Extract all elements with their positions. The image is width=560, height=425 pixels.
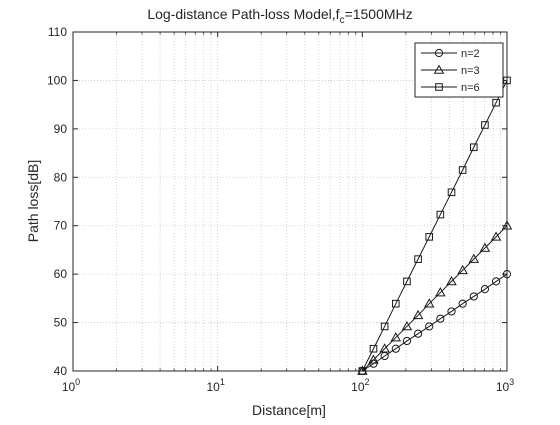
legend-entry-n-3: n=3 bbox=[421, 64, 480, 77]
data-point-n-3 bbox=[390, 332, 402, 342]
data-point-n-2 bbox=[458, 299, 467, 308]
series-line-n-3 bbox=[361, 225, 508, 372]
y-tick-label: 60 bbox=[54, 267, 68, 281]
series-line-n-6 bbox=[361, 80, 508, 372]
data-point-n-6 bbox=[391, 299, 400, 308]
legend: n=2 n=3 n=6 bbox=[414, 42, 504, 98]
data-point-n-2 bbox=[436, 314, 445, 323]
series-n-6 bbox=[358, 76, 511, 375]
data-point-n-3 bbox=[435, 287, 446, 297]
x-tick-label: 102 bbox=[351, 377, 369, 394]
data-point-n-2 bbox=[480, 285, 490, 294]
legend-entry-n-2: n=2 bbox=[421, 48, 480, 60]
data-point-n-6 bbox=[380, 322, 389, 331]
data-point-n-6 bbox=[469, 143, 478, 152]
y-tick-label: 70 bbox=[54, 219, 68, 233]
chart-title-subscript: c bbox=[340, 15, 345, 26]
data-point-n-3 bbox=[412, 309, 424, 320]
data-point-n-2 bbox=[447, 307, 456, 316]
y-tick-label: 110 bbox=[48, 25, 67, 39]
data-point-n-3 bbox=[379, 343, 390, 353]
data-point-n-2 bbox=[491, 277, 501, 286]
data-point-n-2 bbox=[391, 344, 400, 353]
y-tick-label: 40 bbox=[54, 364, 68, 378]
x-tick-label: 100 bbox=[62, 377, 80, 394]
y-tick-label: 90 bbox=[54, 122, 68, 136]
data-point-n-6 bbox=[447, 188, 456, 197]
y-tick-label: 100 bbox=[47, 73, 67, 87]
data-point-n-6 bbox=[503, 76, 511, 85]
x-axis-label: Distance[m] bbox=[252, 402, 326, 418]
legend-marker bbox=[435, 83, 443, 91]
data-point-n-6 bbox=[458, 166, 467, 174]
data-point-n-6 bbox=[358, 367, 367, 375]
legend-entry-n-6: n=6 bbox=[421, 82, 480, 94]
grid bbox=[73, 32, 507, 371]
data-point-n-6 bbox=[369, 344, 378, 353]
data-point-n-2 bbox=[425, 322, 434, 331]
legend-label: n=3 bbox=[461, 65, 480, 77]
data-point-n-6 bbox=[425, 233, 434, 241]
axes-box bbox=[72, 31, 508, 372]
data-point-n-2 bbox=[502, 270, 512, 279]
data-point-n-3 bbox=[490, 231, 502, 241]
chart-title: Log-distance Path-loss Model,fc=1500MHz bbox=[147, 6, 412, 26]
series-group bbox=[357, 76, 513, 376]
y-axis-label: Path loss[dB] bbox=[25, 160, 41, 243]
legend-label: n=2 bbox=[461, 48, 480, 60]
legend-label: n=6 bbox=[461, 82, 480, 94]
data-point-n-6 bbox=[414, 255, 422, 263]
data-point-n-6 bbox=[481, 121, 489, 129]
series-n-3 bbox=[357, 220, 513, 375]
data-point-n-3 bbox=[423, 298, 435, 308]
data-point-n-2 bbox=[469, 292, 478, 301]
data-point-n-3 bbox=[501, 220, 513, 230]
x-tick-label: 103 bbox=[496, 377, 514, 394]
data-point-n-6 bbox=[436, 210, 445, 219]
legend-marker bbox=[433, 64, 445, 74]
data-point-n-2 bbox=[413, 329, 423, 338]
data-point-n-3 bbox=[446, 275, 457, 286]
data-point-n-3 bbox=[368, 354, 379, 364]
data-point-n-2 bbox=[402, 336, 412, 346]
x-tick-label: 101 bbox=[206, 377, 224, 394]
y-tick-label: 50 bbox=[54, 316, 68, 330]
data-point-n-3 bbox=[468, 253, 480, 263]
data-point-n-6 bbox=[403, 277, 411, 286]
chart-title-suffix: =1500MHz bbox=[345, 6, 413, 22]
data-point-n-3 bbox=[457, 264, 468, 275]
series-line-n-2 bbox=[362, 273, 508, 372]
legend-marker bbox=[434, 48, 444, 58]
y-tick-label: 80 bbox=[54, 170, 68, 184]
data-point-n-3 bbox=[479, 242, 491, 252]
data-point-n-6 bbox=[492, 98, 500, 107]
data-point-n-3 bbox=[401, 321, 413, 331]
